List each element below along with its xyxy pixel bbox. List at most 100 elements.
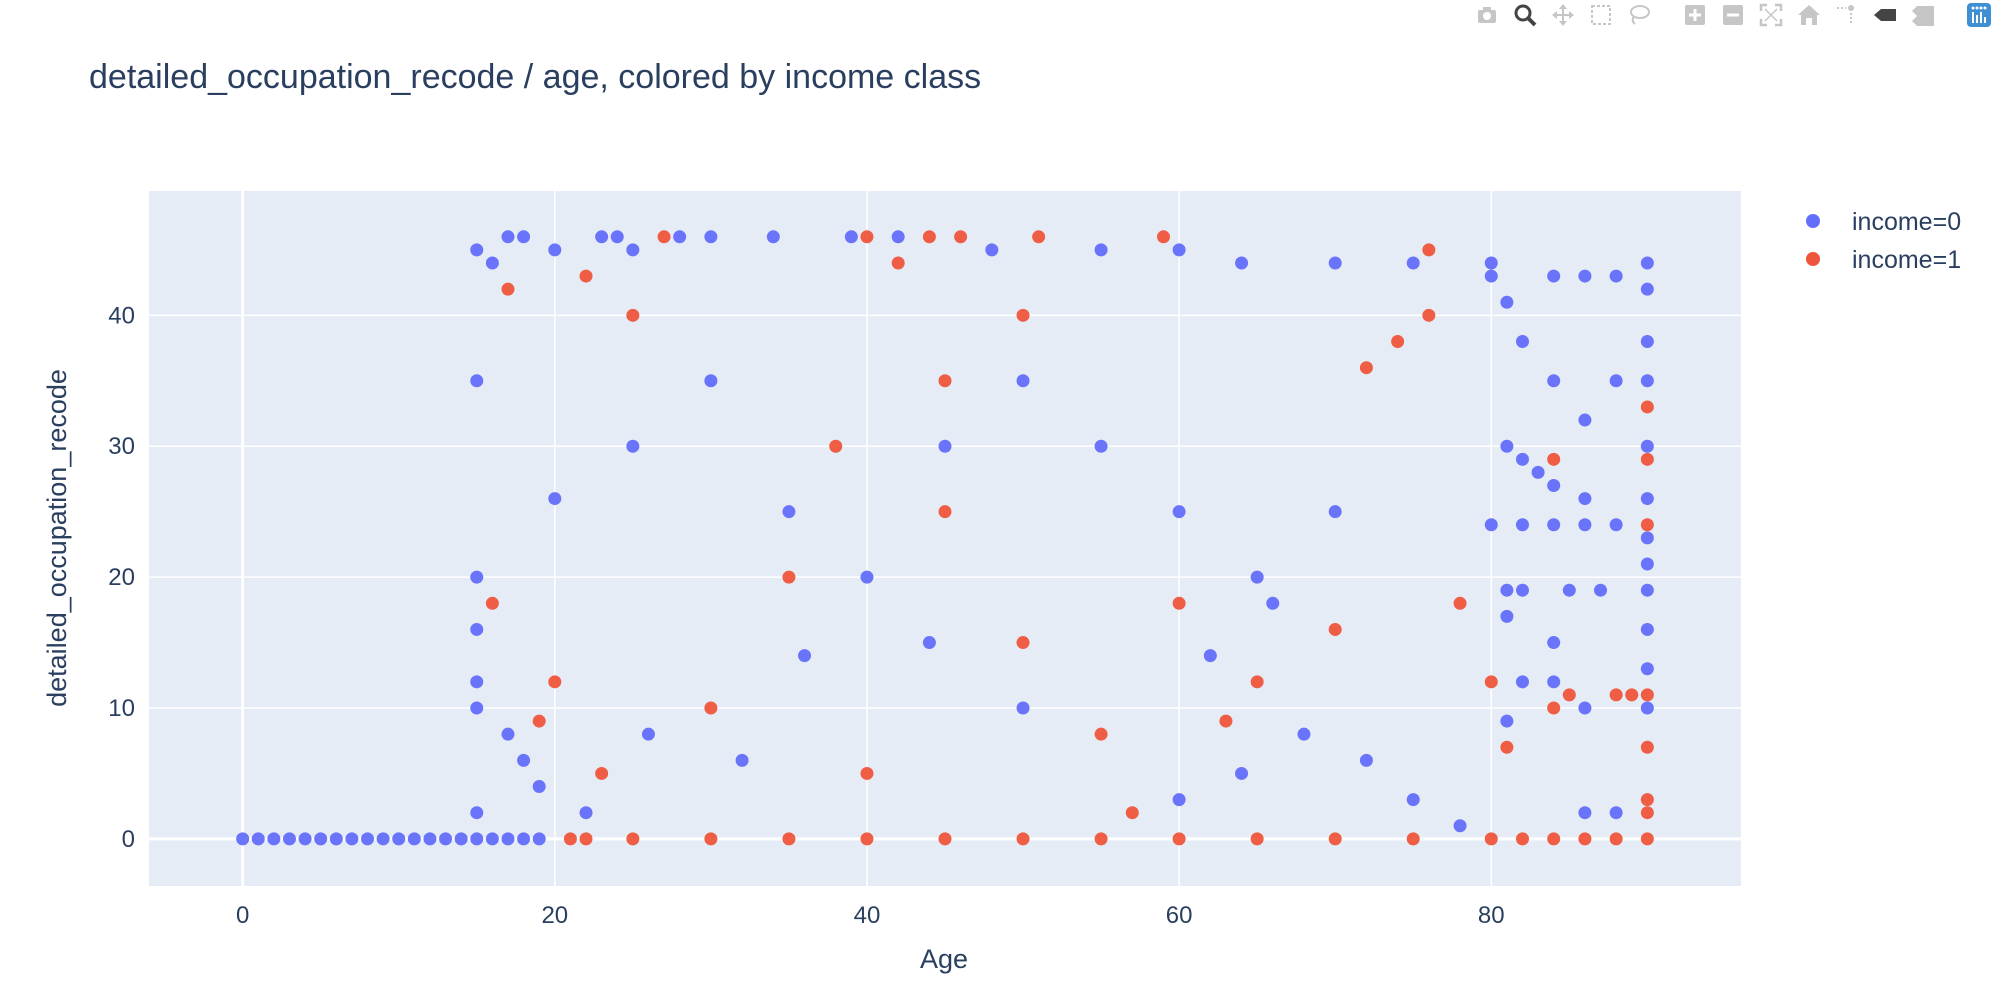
data-point[interactable] xyxy=(517,230,531,244)
data-point[interactable] xyxy=(1235,256,1249,270)
data-point[interactable] xyxy=(704,230,718,244)
data-point[interactable] xyxy=(329,832,343,846)
data-point[interactable] xyxy=(891,230,905,244)
data-point[interactable] xyxy=(1640,282,1654,296)
data-point[interactable] xyxy=(1406,793,1420,807)
data-point[interactable] xyxy=(1016,374,1030,388)
data-point[interactable] xyxy=(1453,596,1467,610)
data-point[interactable] xyxy=(844,230,858,244)
data-point[interactable] xyxy=(1578,806,1592,820)
data-point[interactable] xyxy=(579,269,593,283)
data-point[interactable] xyxy=(1547,636,1561,650)
data-point[interactable] xyxy=(548,243,562,257)
data-point[interactable] xyxy=(766,230,780,244)
data-point[interactable] xyxy=(1640,701,1654,715)
data-point[interactable] xyxy=(439,832,453,846)
data-point[interactable] xyxy=(470,832,484,846)
data-point[interactable] xyxy=(1500,740,1514,754)
data-point[interactable] xyxy=(1640,793,1654,807)
data-point[interactable] xyxy=(501,727,515,741)
data-point[interactable] xyxy=(626,308,640,322)
data-point[interactable] xyxy=(938,505,952,519)
data-point[interactable] xyxy=(1531,465,1545,479)
data-point[interactable] xyxy=(548,492,562,506)
data-point[interactable] xyxy=(1515,583,1529,597)
data-point[interactable] xyxy=(376,832,390,846)
data-point[interactable] xyxy=(579,806,593,820)
data-point[interactable] xyxy=(470,675,484,689)
data-point[interactable] xyxy=(1500,439,1514,453)
pan-button[interactable] xyxy=(1544,0,1582,30)
data-point[interactable] xyxy=(1484,256,1498,270)
hover-compare-button[interactable] xyxy=(1904,0,1942,30)
data-point[interactable] xyxy=(1578,701,1592,715)
data-point[interactable] xyxy=(704,374,718,388)
data-point[interactable] xyxy=(485,256,499,270)
data-point[interactable] xyxy=(1515,832,1529,846)
data-point[interactable] xyxy=(1640,256,1654,270)
data-point[interactable] xyxy=(1578,832,1592,846)
data-point[interactable] xyxy=(485,832,499,846)
data-point[interactable] xyxy=(1297,727,1311,741)
data-point[interactable] xyxy=(1609,269,1623,283)
data-point[interactable] xyxy=(641,727,655,741)
data-point[interactable] xyxy=(860,766,874,780)
data-point[interactable] xyxy=(1406,256,1420,270)
data-point[interactable] xyxy=(298,832,312,846)
data-point[interactable] xyxy=(548,675,562,689)
zoom-in-button[interactable] xyxy=(1676,0,1714,30)
data-point[interactable] xyxy=(673,230,687,244)
plot-area[interactable] xyxy=(149,191,1741,886)
legend-label[interactable]: income=0 xyxy=(1852,208,1961,236)
data-point[interactable] xyxy=(1500,609,1514,623)
data-point[interactable] xyxy=(1016,832,1030,846)
data-point[interactable] xyxy=(860,832,874,846)
data-point[interactable] xyxy=(1391,335,1405,349)
data-point[interactable] xyxy=(1172,793,1186,807)
data-point[interactable] xyxy=(1484,675,1498,689)
data-point[interactable] xyxy=(860,570,874,584)
data-point[interactable] xyxy=(470,374,484,388)
data-point[interactable] xyxy=(1640,662,1654,676)
data-point[interactable] xyxy=(891,256,905,270)
data-point[interactable] xyxy=(1562,688,1576,702)
data-point[interactable] xyxy=(1250,570,1264,584)
data-point[interactable] xyxy=(1266,596,1280,610)
data-point[interactable] xyxy=(1640,832,1654,846)
autoscale-button[interactable] xyxy=(1752,0,1790,30)
box-select-button[interactable] xyxy=(1582,0,1620,30)
data-point[interactable] xyxy=(517,753,531,767)
data-point[interactable] xyxy=(1500,714,1514,728)
data-point[interactable] xyxy=(1515,335,1529,349)
data-point[interactable] xyxy=(1250,832,1264,846)
data-point[interactable] xyxy=(1484,518,1498,532)
data-point[interactable] xyxy=(1515,518,1529,532)
data-point[interactable] xyxy=(1640,452,1654,466)
data-point[interactable] xyxy=(1547,518,1561,532)
data-point[interactable] xyxy=(1578,413,1592,427)
data-point[interactable] xyxy=(735,753,749,767)
data-point[interactable] xyxy=(267,832,281,846)
data-point[interactable] xyxy=(1515,452,1529,466)
data-point[interactable] xyxy=(1172,596,1186,610)
data-point[interactable] xyxy=(1640,531,1654,545)
data-point[interactable] xyxy=(532,832,546,846)
data-point[interactable] xyxy=(532,714,546,728)
data-point[interactable] xyxy=(282,832,296,846)
data-point[interactable] xyxy=(470,806,484,820)
data-point[interactable] xyxy=(1578,269,1592,283)
data-point[interactable] xyxy=(501,230,515,244)
data-point[interactable] xyxy=(704,701,718,715)
data-point[interactable] xyxy=(470,243,484,257)
data-point[interactable] xyxy=(1515,675,1529,689)
data-point[interactable] xyxy=(1406,832,1420,846)
data-point[interactable] xyxy=(1500,583,1514,597)
data-point[interactable] xyxy=(626,832,640,846)
data-point[interactable] xyxy=(1094,727,1108,741)
hover-closest-button[interactable] xyxy=(1866,0,1904,30)
data-point[interactable] xyxy=(626,439,640,453)
data-point[interactable] xyxy=(1359,753,1373,767)
legend-label[interactable]: income=1 xyxy=(1852,246,1961,274)
data-point[interactable] xyxy=(579,832,593,846)
data-point[interactable] xyxy=(1562,583,1576,597)
